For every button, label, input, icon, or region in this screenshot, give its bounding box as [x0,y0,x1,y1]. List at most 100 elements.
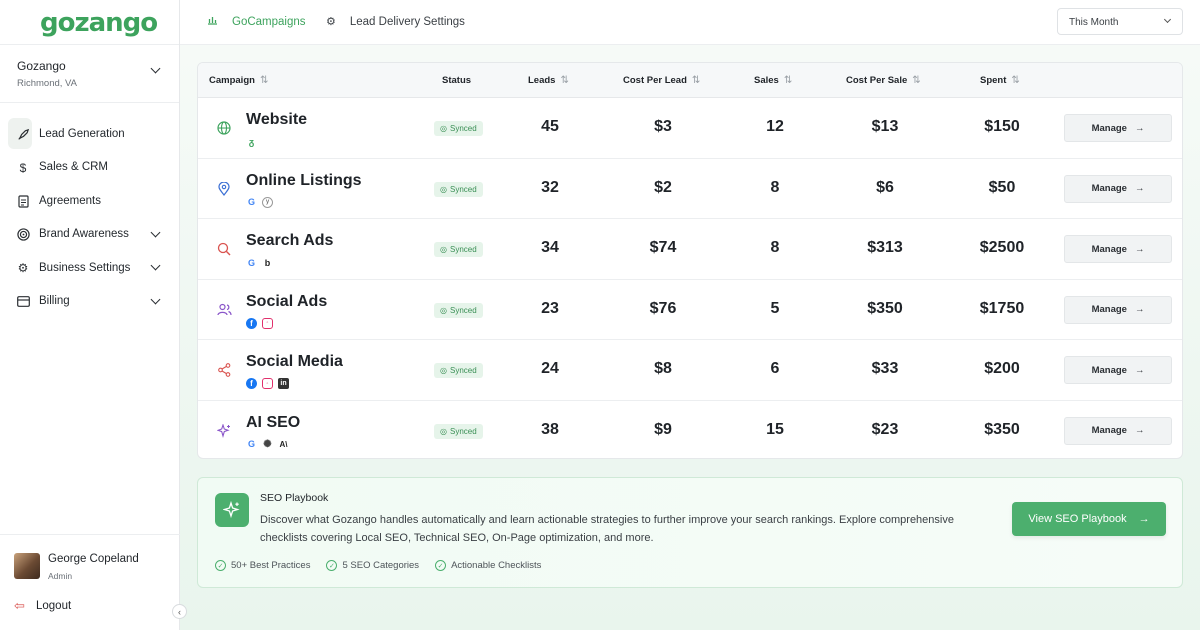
sidebar-item-billing[interactable]: Billing [0,285,179,319]
collapse-sidebar-button[interactable]: ‹ [172,604,187,619]
anthropic-icon: A\ [279,439,288,449]
seo-highlight: ✓ 50+ Best Practices [215,560,310,571]
campaign-name: Social Media [246,353,343,370]
arrow-right-icon: → [1134,243,1145,255]
cost-per-sale-value: $13 [871,118,899,135]
header-spent[interactable]: Spent ⇅ [980,75,1020,86]
sidebar-item-brand-awareness[interactable]: Brand Awareness [0,218,179,252]
check-circle-icon: ✓ [435,560,447,571]
cost-per-lead-value: $2 [654,178,672,196]
check-circle-icon: ✓ [215,560,226,571]
sales-value: 12 [766,118,784,135]
sidebar-item-sales-crm[interactable]: $ Sales & CRM [0,151,179,185]
campaign-name: Search Ads [246,232,334,249]
rocket-icon [16,127,30,141]
chevron-down-icon [150,260,161,271]
header-sales[interactable]: Sales ⇅ [754,75,792,86]
period-select[interactable]: This Month [1057,8,1183,35]
avatar[interactable] [14,553,40,579]
google-icon: G [247,257,255,268]
tab-lead-delivery-settings[interactable]: ⚙ Lead Delivery Settings [326,15,465,29]
sparkle-icon [216,423,232,439]
check-circle-icon: ◎ [440,124,447,133]
tab-label: GoCampaigns [232,15,306,28]
table-row: Online Listings G y ◎ Synced 32 $2 8 $6 $… [198,159,1182,219]
sidebar-item-label: Billing [39,295,70,308]
manage-label: Manage [1091,243,1127,255]
openai-icon: ✺ [263,438,272,450]
leads-value: 23 [541,299,559,317]
header-leads[interactable]: Leads ⇅ [528,75,569,86]
manage-button[interactable]: Manage → [1064,114,1172,142]
org-location: Richmond, VA [17,78,78,89]
manage-label: Manage [1091,122,1127,134]
user-role: Admin [48,571,73,581]
status-label: Synced [449,305,477,315]
sidebar-item-label: Sales & CRM [39,161,109,174]
platform-icons: G y [246,196,273,208]
gozango-icon: ᵹ [248,136,255,147]
seo-playbook-card: SEO Playbook Discover what Gozango handl… [197,477,1183,588]
seo-highlight: ✓ 5 SEO Categories [326,560,419,571]
platform-icons: ᵹ [246,136,257,147]
active-indicator [8,118,32,149]
leads-value: 34 [541,239,559,256]
logo[interactable]: gozango [0,0,179,45]
cost-per-lead-value: $76 [649,299,677,317]
header-label: Spent [980,75,1007,86]
manage-button[interactable]: Manage → [1064,416,1172,445]
logout-label: Logout [36,600,72,612]
manage-button[interactable]: Manage → [1064,235,1172,263]
manage-button[interactable]: Manage → [1064,356,1172,384]
header-label: Status [442,75,472,86]
tab-label: Lead Delivery Settings [349,15,465,28]
cost-per-sale-value: $23 [871,420,899,438]
leads-value: 24 [541,360,559,377]
spent-value: $50 [988,178,1016,196]
user-name: George Copeland [48,553,139,565]
org-switcher[interactable]: Gozango Richmond, VA [0,45,179,103]
arrow-right-icon: → [1134,304,1145,315]
cost-per-lead-value: $74 [649,239,677,256]
status-badge: ◎ Synced [434,242,483,257]
highlight-label: Actionable Checklists [451,560,542,571]
header-campaign[interactable]: Campaign ⇅ [209,75,268,86]
campaign-name: Social Ads [246,292,328,310]
header-cost-per-lead[interactable]: Cost Per Lead ⇅ [623,75,700,86]
manage-button[interactable]: Manage → [1064,174,1172,203]
sparkle-icon [215,493,249,527]
sidebar-item-business-settings[interactable]: ⚙ Business Settings [0,251,179,285]
campaign-name: AI SEO [246,413,301,431]
sidebar-item-label: Agreements [39,194,102,207]
spent-value: $2500 [979,239,1025,256]
tab-gocampaigns[interactable]: GoCampaigns [207,15,306,28]
manage-label: Manage [1091,304,1127,315]
status-label: Synced [449,184,477,194]
sidebar-nav: Lead Generation $ Sales & CRM Agreements… [0,103,179,318]
sidebar-item-label: Business Settings [39,261,131,274]
highlight-label: 50+ Best Practices [231,560,311,571]
logout-button[interactable]: ⇦ Logout [14,598,71,614]
leads-value: 32 [541,178,559,196]
sales-value: 8 [770,178,780,196]
sort-icon: ⇅ [259,75,269,86]
leads-value: 38 [541,420,559,438]
map-pin-icon [216,181,232,197]
bing-icon: b [264,257,271,268]
seo-highlight: ✓ Actionable Checklists [435,560,541,571]
platform-icons: f ◦ [246,317,273,329]
sort-icon: ⇅ [691,75,701,86]
chevron-down-icon [150,294,161,304]
view-seo-playbook-button[interactable]: View SEO Playbook → [1012,502,1166,536]
sidebar-item-lead-generation[interactable]: Lead Generation [0,117,179,151]
status-badge: ◎ Synced [434,181,483,197]
cost-per-lead-value: $3 [654,118,672,135]
campaign-name: Online Listings [246,171,362,189]
manage-button[interactable]: Manage → [1064,295,1172,324]
header-cost-per-sale[interactable]: Cost Per Sale ⇅ [846,75,921,86]
spent-value: $1750 [979,299,1025,317]
sidebar-item-agreements[interactable]: Agreements [0,184,179,218]
table-row: Website ᵹ ◎ Synced 45 $3 12 $13 $150 Mana… [198,98,1182,159]
document-icon [16,194,30,208]
manage-label: Manage [1091,183,1127,194]
